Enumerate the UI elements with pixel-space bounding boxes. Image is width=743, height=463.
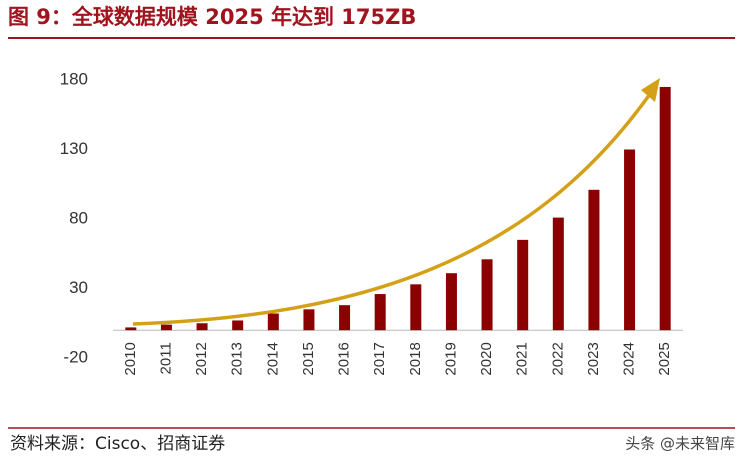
x-tick-label: 2010: [122, 342, 139, 375]
plot: -20 30 80 130 180 2010 2011 2012 2013 2014 2015 201…: [60, 69, 683, 376]
bar: [196, 323, 208, 331]
x-tick-label: 2015: [300, 342, 317, 375]
watermark: 头条 @未来智库: [625, 435, 735, 453]
x-tick-label: 2024: [621, 342, 638, 375]
x-tick-label: 2020: [478, 342, 495, 375]
x-tick-label: 2025: [656, 342, 673, 375]
bar: [303, 309, 315, 331]
bar: [339, 305, 351, 331]
bar: [445, 273, 457, 331]
bar: [374, 294, 386, 331]
y-tick-label: 130: [60, 139, 88, 158]
bar: [160, 324, 172, 331]
bar: [659, 86, 671, 331]
bar: [125, 327, 137, 331]
trend-arrow: [132, 92, 652, 326]
chart-title: 图 9：全球数据规模 2025 年达到 175ZB: [8, 5, 416, 29]
y-tick-label: -20: [63, 347, 88, 366]
bar: [552, 217, 564, 331]
x-tick-label: 2016: [336, 342, 353, 375]
y-tick-label: 180: [60, 69, 88, 88]
bar: [517, 239, 529, 331]
x-tick-label: 2017: [371, 342, 388, 375]
bar: [588, 189, 600, 331]
bar: [410, 284, 422, 331]
bar: [232, 320, 244, 331]
x-tick-label: 2013: [229, 342, 246, 375]
source: 资料来源：Cisco、招商证券: [10, 434, 225, 454]
x-tick-label: 2023: [585, 342, 602, 375]
x-tick-label: 2022: [549, 342, 566, 375]
bar: [481, 259, 493, 331]
x-tick-label: 2011: [157, 342, 174, 374]
y-tick-label: 80: [69, 208, 88, 227]
y-tick-label: 30: [69, 278, 88, 297]
bar: [624, 149, 636, 331]
x-tick-label: 2019: [442, 342, 459, 375]
arrow-head: [641, 78, 660, 102]
x-tick-label: 2018: [407, 342, 424, 375]
x-tick-label: 2021: [514, 342, 531, 375]
x-tick-label: 2012: [193, 342, 210, 375]
x-tick-label: 2014: [264, 342, 281, 375]
bar: [267, 313, 279, 331]
